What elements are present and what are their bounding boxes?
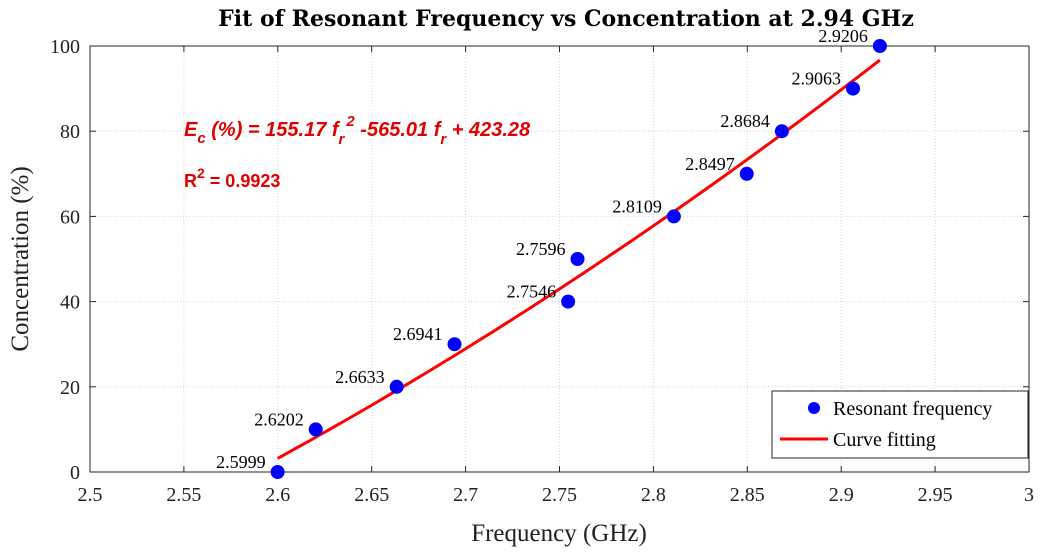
legend: Resonant frequency Curve fitting <box>771 390 1029 459</box>
data-point <box>846 81 861 96</box>
scatter-points: 2.5999 2.6202 2.6633 2.6941 2.7546 2.7596 2.81… <box>216 26 887 479</box>
data-point-label: 2.8109 <box>612 196 662 216</box>
y-tick-label: 100 <box>50 36 80 58</box>
data-point-label: 2.6941 <box>393 324 443 344</box>
x-tick-label: 2.6 <box>265 484 290 506</box>
x-tick-label: 2.95 <box>918 484 953 506</box>
data-point <box>739 166 754 181</box>
data-point-label: 2.9063 <box>792 69 842 89</box>
data-point-label: 2.8684 <box>720 111 770 131</box>
data-point-label: 2.7546 <box>507 282 557 302</box>
y-tick-label: 60 <box>60 206 80 228</box>
y-tick-label: 20 <box>60 377 80 399</box>
legend-label-scatter: Resonant frequency <box>833 398 992 420</box>
data-point <box>447 337 462 352</box>
data-point-label: 2.6633 <box>335 367 385 387</box>
x-tick-label: 2.9 <box>829 484 854 506</box>
x-tick-label: 2.55 <box>166 484 201 506</box>
y-tick-label: 80 <box>60 121 80 143</box>
data-point <box>570 252 585 266</box>
data-point <box>389 379 404 394</box>
y-axis-label: Concentration (%) <box>7 166 34 351</box>
fit-equation: Ec (%) = 155.17 fr2 -565.01 fr + 423.28 <box>184 113 531 148</box>
axis-ticks: 2.5 2.55 2.6 2.65 2.7 2.75 2.8 2.85 2.9 2.95 3 0 20 4… <box>50 36 1034 506</box>
data-point <box>666 209 681 224</box>
data-point <box>561 294 576 309</box>
data-point-label: 2.9206 <box>818 26 868 46</box>
data-point <box>270 465 285 479</box>
legend-marker-scatter <box>808 402 820 414</box>
y-tick-label: 40 <box>60 292 80 314</box>
x-tick-label: 2.5 <box>78 484 103 506</box>
data-point <box>308 422 323 437</box>
data-point <box>872 39 887 53</box>
data-point-label: 2.7596 <box>516 239 566 259</box>
legend-label-fit: Curve fitting <box>833 429 936 451</box>
x-tick-label: 2.65 <box>354 484 389 506</box>
y-tick-label: 0 <box>70 462 80 484</box>
grid <box>90 46 1029 472</box>
chart-title: Fit of Resonant Frequency vs Concentrati… <box>218 6 914 32</box>
data-point <box>774 124 789 139</box>
x-axis-label: Frequency (GHz) <box>471 520 647 547</box>
data-point-label: 2.8497 <box>685 154 735 174</box>
x-tick-label: 2.7 <box>453 484 478 506</box>
x-tick-label: 2.75 <box>542 484 577 506</box>
data-point-label: 2.5999 <box>216 452 266 472</box>
x-tick-label: 2.8 <box>641 484 666 506</box>
x-tick-label: 3 <box>1024 484 1034 506</box>
x-tick-label: 2.85 <box>730 484 765 506</box>
r-squared: R2 = 0.9923 <box>184 165 280 191</box>
data-point-label: 2.6202 <box>254 409 304 429</box>
